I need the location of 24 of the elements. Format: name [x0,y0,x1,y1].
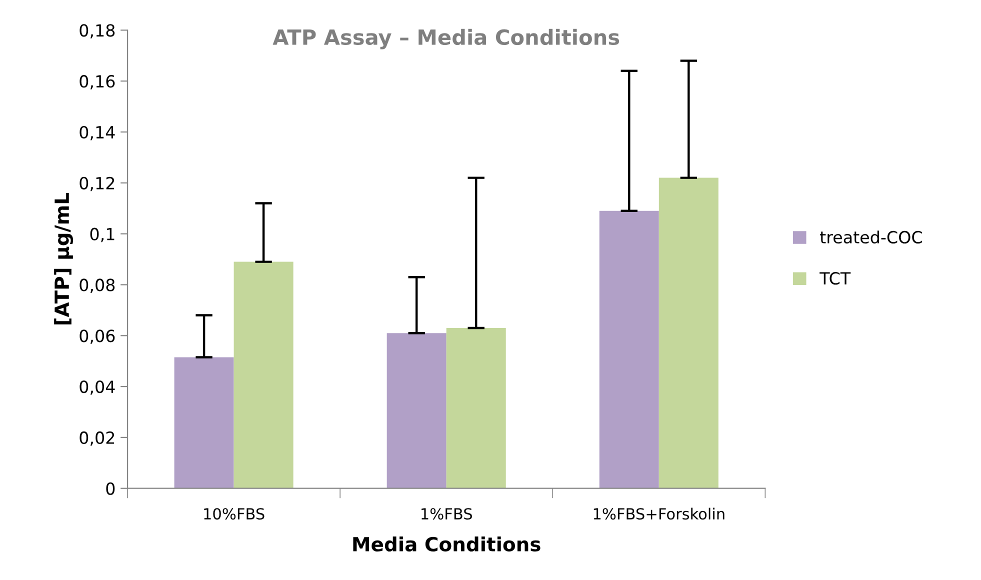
y-tick-label: 0,16 [80,75,115,90]
y-axis-title: [ATP] µg/mL [54,193,74,324]
x-tick-label: 1%FBS [422,508,472,520]
y-tick-label: 0,14 [80,126,115,140]
legend-label: treated-COC [820,230,922,244]
y-tick-label: 0 [106,482,115,495]
x-tick-label: 10%FBS [204,508,264,520]
bar [234,262,294,488]
bar [658,178,718,488]
legend-label: TCT [820,272,851,285]
bar [599,210,659,488]
y-tick-label: 0,08 [80,278,115,293]
y-tick-label: 0,02 [80,431,114,446]
chart-title: ATP Assay – Media Conditions [272,28,620,50]
y-tick-label: 0,06 [80,330,115,344]
y-tick-label: 0,12 [80,176,114,192]
bar [446,328,506,488]
bar [174,357,234,488]
y-tick-label: 0,1 [90,228,114,242]
y-tick-label: 0,18 [80,24,115,38]
y-tick-label: 0,04 [80,380,115,395]
bar [386,333,446,488]
x-axis-title: Media Conditions [353,536,540,552]
x-tick-label: 1%FBS+Forskolin [594,508,724,520]
